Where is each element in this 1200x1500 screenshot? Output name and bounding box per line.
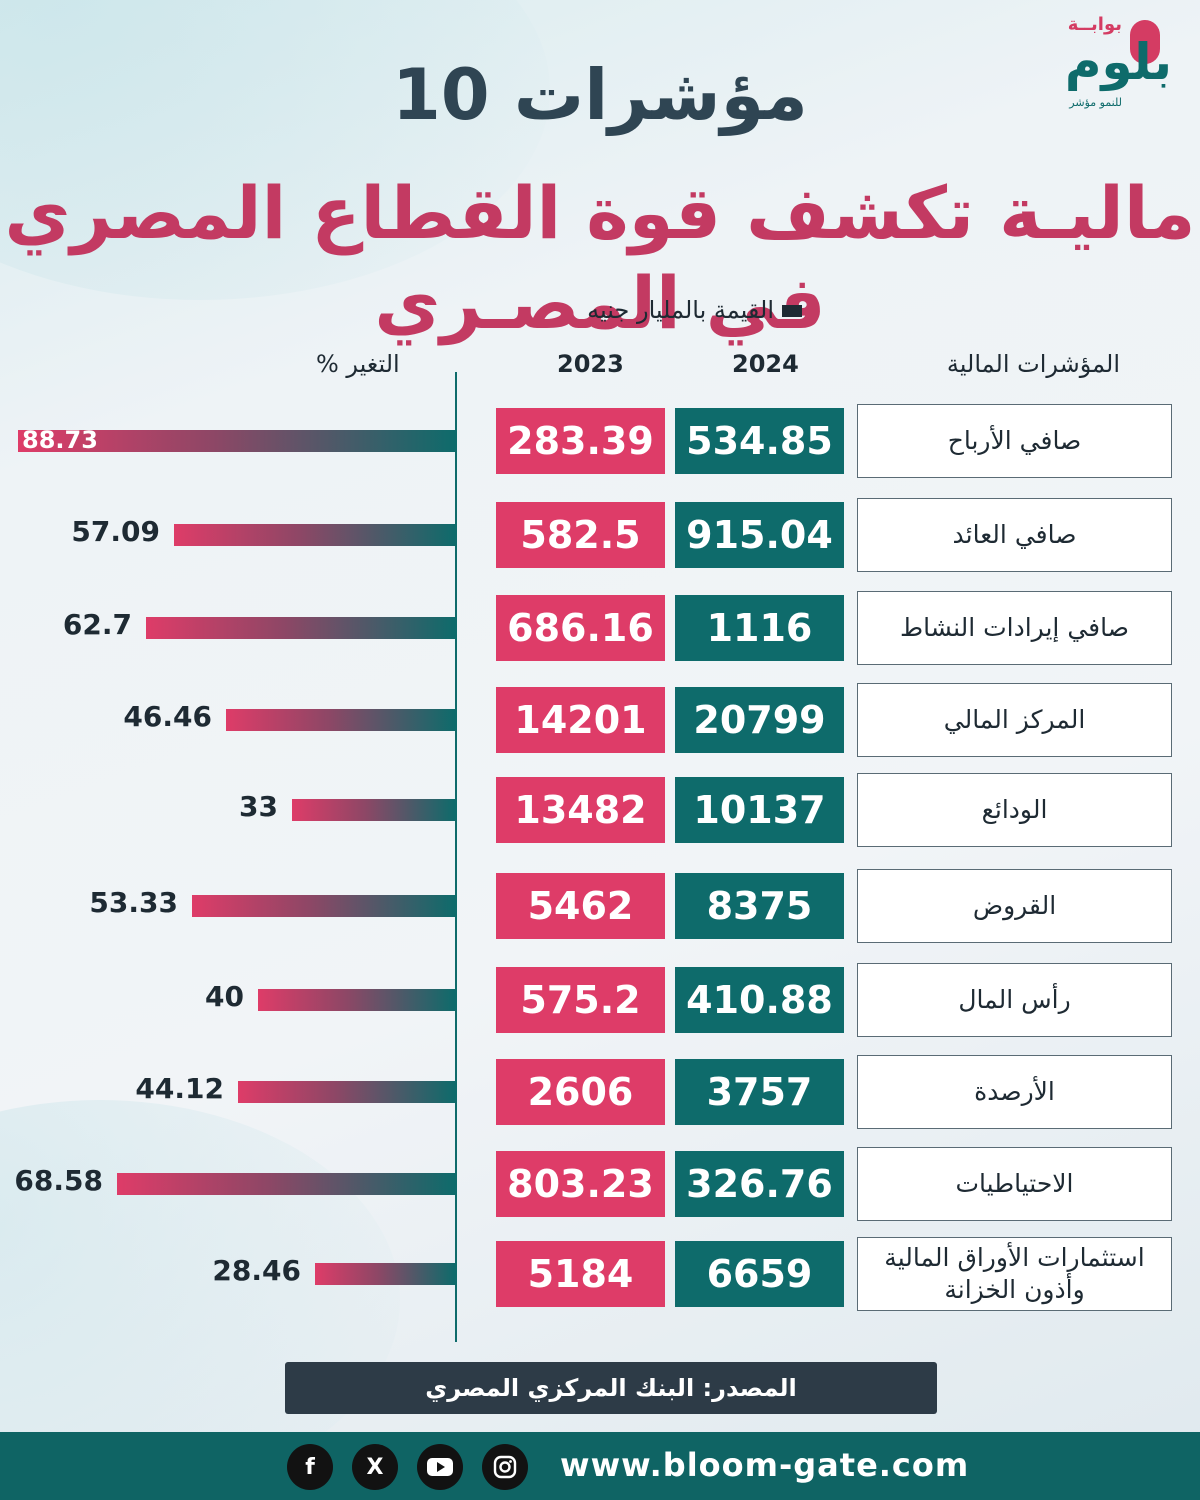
footer: f X www.bloom-gate.com [0,1432,1200,1500]
instagram-icon[interactable] [482,1444,528,1490]
change-bar [146,617,455,639]
change-bar [226,709,455,731]
change-bar [192,895,455,917]
facebook-icon[interactable]: f [287,1444,333,1490]
change-bar [292,799,455,821]
value-2023: 803.23 [496,1151,665,1217]
header-change: التغير % [316,350,400,378]
value-2023: 686.16 [496,595,665,661]
change-bar [258,989,455,1011]
indicator-label: صافي العائد [857,498,1172,572]
header-indicators: المؤشرات المالية [946,350,1120,378]
microphone-icon [1130,20,1160,64]
x-icon[interactable]: X [352,1444,398,1490]
value-2024: 6659 [675,1241,844,1307]
value-2023: 283.39 [496,408,665,474]
value-2023: 5462 [496,873,665,939]
indicator-label: المركز المالي [857,683,1172,757]
legend: القيمة بالمليار جنيه [520,294,820,328]
change-label: 28.46 [212,1254,301,1287]
value-2023: 13482 [496,777,665,843]
site-url[interactable]: www.bloom-gate.com [560,1446,970,1484]
value-2024: 10137 [675,777,844,843]
logo-top-word: بوابــة [1067,14,1122,35]
brand-logo: بوابــة بلوم للنمو مؤشر [1012,14,1182,114]
indicator-label: القروض [857,869,1172,943]
change-label: 40 [205,980,244,1013]
legend-square-icon [782,305,802,317]
source-note: المصدر: البنك المركزي المصري [285,1362,937,1414]
page-title-line2: ماليـة تكشف قوة القطاع المصري في المصـري [4,171,1196,345]
axis-line [455,372,457,1342]
change-label: 62.7 [62,608,132,641]
value-2024: 410.88 [675,967,844,1033]
value-2024: 3757 [675,1059,844,1125]
page-title-line1: 10 مؤشرات [392,54,808,136]
header-2023: 2023 [557,350,624,378]
indicator-label: رأس المال [857,963,1172,1037]
indicator-label: صافي الأرباح [857,404,1172,478]
change-label: 88.73 [22,426,98,454]
change-label: 57.09 [71,515,160,548]
value-2024: 8375 [675,873,844,939]
change-label: 46.46 [123,700,212,733]
value-2023: 14201 [496,687,665,753]
change-bar [174,524,455,546]
value-2023: 5184 [496,1241,665,1307]
logo-main-word: بلوم [1064,33,1172,91]
indicator-label: الأرصدة [857,1055,1172,1129]
change-label: 33 [239,790,278,823]
change-bar [117,1173,455,1195]
legend-text: القيمة بالمليار جنيه [587,296,774,324]
change-label: 53.33 [89,886,178,919]
value-2024: 326.76 [675,1151,844,1217]
logo-tagline: للنمو مؤشر [1069,96,1122,109]
indicator-label: الودائع [857,773,1172,847]
value-2023: 575.2 [496,967,665,1033]
value-2024: 1116 [675,595,844,661]
value-2024: 915.04 [675,502,844,568]
change-bar [315,1263,455,1285]
header-2024: 2024 [732,350,799,378]
change-bar [238,1081,455,1103]
value-2024: 20799 [675,687,844,753]
indicator-label: استثمارات الأوراق المالية وأذون الخزانة [857,1237,1172,1311]
change-label: 68.58 [14,1164,103,1197]
value-2023: 582.5 [496,502,665,568]
value-2023: 2606 [496,1059,665,1125]
youtube-icon[interactable] [417,1444,463,1490]
change-bar [18,430,455,452]
change-label: 44.12 [135,1072,224,1105]
indicator-label: الاحتياطيات [857,1147,1172,1221]
indicator-label: صافي إيرادات النشاط [857,591,1172,665]
value-2024: 534.85 [675,408,844,474]
